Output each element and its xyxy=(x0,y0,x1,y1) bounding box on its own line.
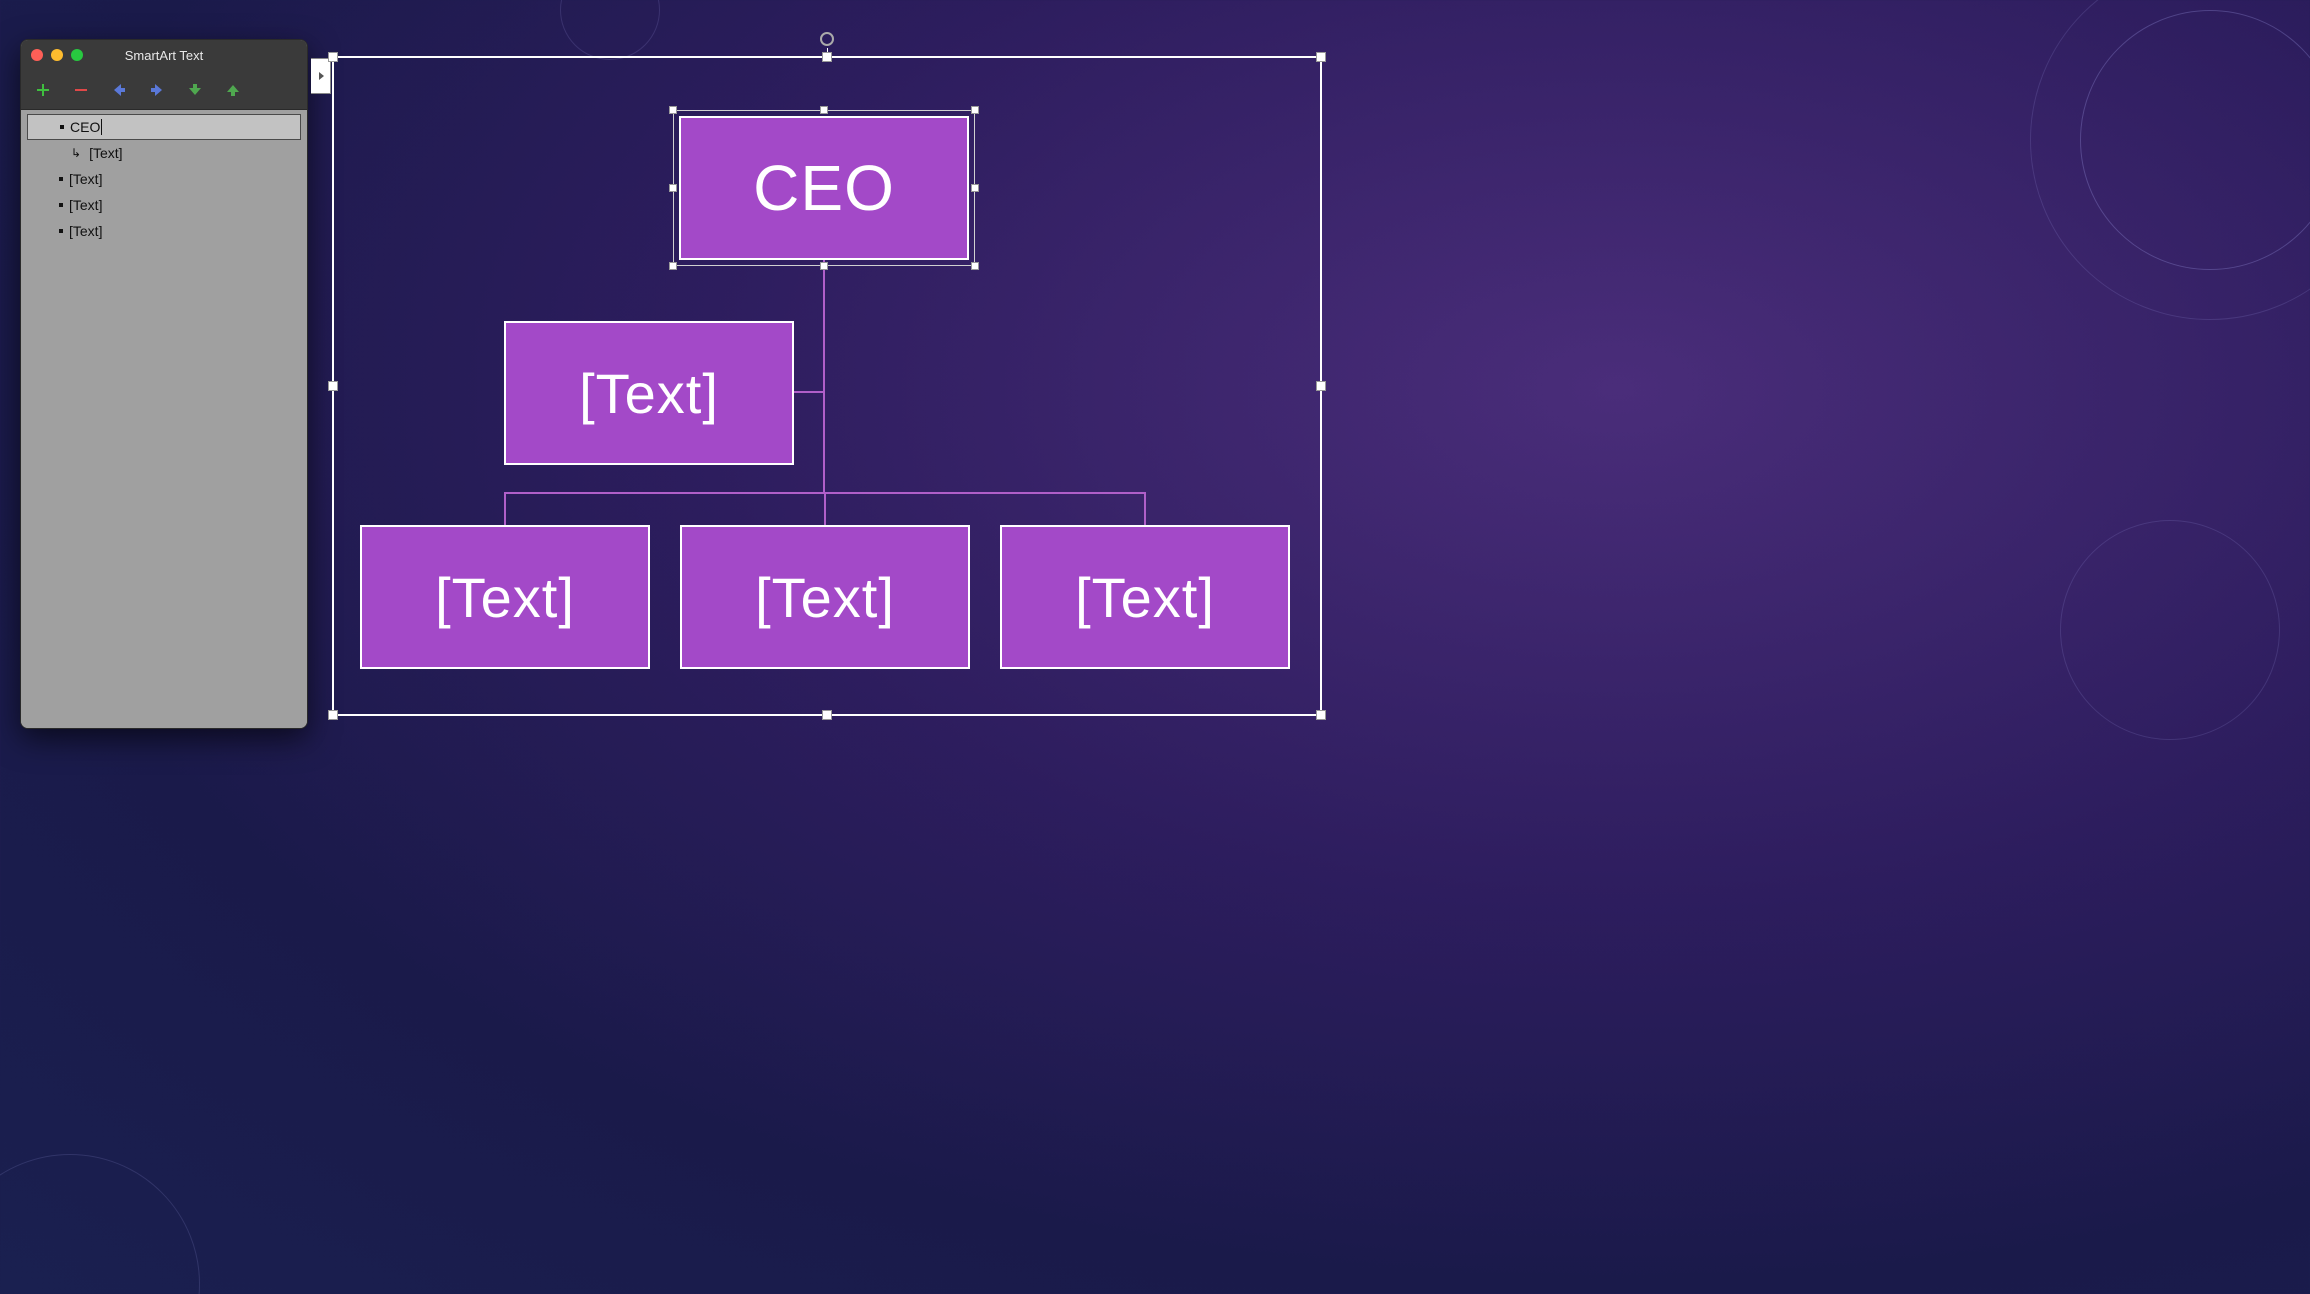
node-resize-handle-nw[interactable] xyxy=(669,106,677,114)
bullet-icon xyxy=(59,177,63,181)
outline-item[interactable]: ↳ [Text] xyxy=(27,140,301,166)
resize-handle-e[interactable] xyxy=(1316,381,1326,391)
outline-item-text: [Text] xyxy=(89,145,122,161)
outline-item[interactable]: [Text] xyxy=(27,166,301,192)
bullet-icon xyxy=(59,203,63,207)
resize-handle-ne[interactable] xyxy=(1316,52,1326,62)
connector-line xyxy=(1144,492,1146,526)
outline-item-text: CEO xyxy=(70,119,102,135)
org-node-assist[interactable]: [Text] xyxy=(504,321,794,465)
sub-item-arrow-icon: ↳ xyxy=(71,146,81,160)
bullet-icon xyxy=(59,229,63,233)
resize-handle-n[interactable] xyxy=(822,52,832,62)
promote-left-button[interactable] xyxy=(111,82,127,98)
bullet-icon xyxy=(60,125,64,129)
move-down-button[interactable] xyxy=(187,82,203,98)
org-node-label: [Text] xyxy=(1075,565,1215,630)
org-node-label: [Text] xyxy=(755,565,895,630)
outline-item-text: [Text] xyxy=(69,197,102,213)
node-resize-handle-w[interactable] xyxy=(669,184,677,192)
resize-handle-s[interactable] xyxy=(822,710,832,720)
move-up-button[interactable] xyxy=(225,82,241,98)
org-node-ceo[interactable]: CEO xyxy=(679,116,969,260)
org-node-child1[interactable]: [Text] xyxy=(360,525,650,669)
org-node-child2[interactable]: [Text] xyxy=(680,525,970,669)
resize-handle-se[interactable] xyxy=(1316,710,1326,720)
outline-item-text: [Text] xyxy=(69,171,102,187)
minimize-window-button[interactable] xyxy=(51,49,63,61)
org-node-label: [Text] xyxy=(435,565,575,630)
resize-handle-nw[interactable] xyxy=(328,52,338,62)
smartart-text-panel: SmartArt Text CEO ↳ [Text] [Text] [Text] [Tex… xyxy=(20,39,308,729)
outline-item[interactable]: [Text] xyxy=(27,192,301,218)
org-node-label: CEO xyxy=(753,151,895,225)
org-node-label: [Text] xyxy=(579,361,719,426)
close-window-button[interactable] xyxy=(31,49,43,61)
resize-handle-sw[interactable] xyxy=(328,710,338,720)
connector-line xyxy=(504,492,506,526)
maximize-window-button[interactable] xyxy=(71,49,83,61)
outline-item[interactable]: CEO xyxy=(27,114,301,140)
node-resize-handle-e[interactable] xyxy=(971,184,979,192)
outline-item[interactable]: [Text] xyxy=(27,218,301,244)
outline-item-text: [Text] xyxy=(69,223,102,239)
panel-collapse-handle[interactable] xyxy=(311,58,331,94)
panel-titlebar[interactable]: SmartArt Text xyxy=(21,40,307,70)
connector-line xyxy=(824,492,826,526)
outline-tree[interactable]: CEO ↳ [Text] [Text] [Text] [Text] xyxy=(21,110,307,728)
resize-handle-w[interactable] xyxy=(328,381,338,391)
panel-toolbar xyxy=(21,70,307,110)
connector-line xyxy=(793,391,825,393)
smartart-selection-frame[interactable]: CEO [Text] [Text] [Text] [Text] xyxy=(332,56,1322,716)
node-resize-handle-n[interactable] xyxy=(820,106,828,114)
node-resize-handle-se[interactable] xyxy=(971,262,979,270)
org-node-child3[interactable]: [Text] xyxy=(1000,525,1290,669)
connector-line xyxy=(823,260,825,492)
add-item-button[interactable] xyxy=(35,82,51,98)
remove-item-button[interactable] xyxy=(73,82,89,98)
node-resize-handle-ne[interactable] xyxy=(971,106,979,114)
node-resize-handle-sw[interactable] xyxy=(669,262,677,270)
demote-right-button[interactable] xyxy=(149,82,165,98)
rotation-handle[interactable] xyxy=(820,32,834,46)
